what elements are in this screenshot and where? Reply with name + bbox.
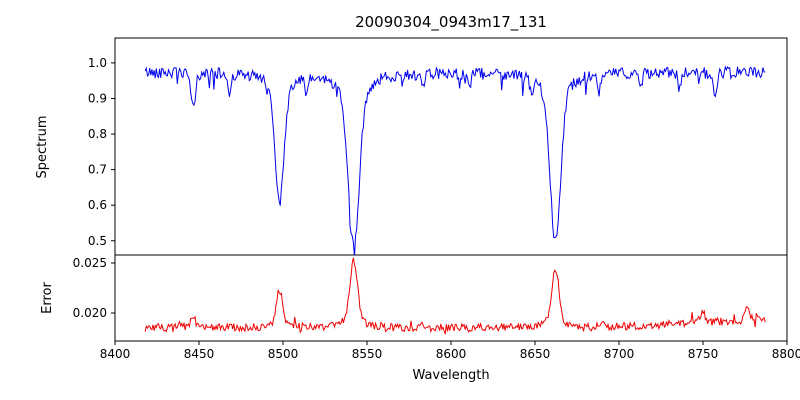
x-tick-label: 8500	[268, 347, 299, 361]
chart-title: 20090304_0943m17_131	[355, 13, 547, 32]
x-tick-label: 8600	[436, 347, 467, 361]
x-tick-label: 8750	[688, 347, 719, 361]
error-y-tick-label: 0.025	[73, 256, 107, 270]
spectrum-y-tick-label: 0.7	[88, 163, 107, 177]
x-tick-label: 8450	[184, 347, 215, 361]
axes-layer: 0.5 0.6 0.7 0.8 0.9 1.0 0.020 0.025 8400 8450 8500…	[73, 37, 800, 361]
x-tick-label: 8550	[352, 347, 383, 361]
spectrum-y-tick-label: 0.8	[88, 127, 107, 141]
error-line	[144, 257, 766, 335]
x-axis-label: Wavelength	[412, 368, 489, 383]
x-tick-label: 8700	[604, 347, 635, 361]
error-y-axis-label: Error	[40, 282, 55, 314]
spectrum-line	[144, 65, 766, 255]
spectrum-y-tick-label: 0.6	[88, 198, 107, 212]
x-tick-label: 8400	[100, 347, 131, 361]
x-tick-label: 8650	[520, 347, 551, 361]
spectrum-y-tick-label: 0.9	[88, 91, 107, 105]
spectrum-y-tick-label: 0.5	[88, 234, 107, 248]
spectrum-y-axis-label: Spectrum	[35, 116, 50, 179]
data-layer	[144, 65, 766, 335]
error-y-tick-label: 0.020	[73, 306, 107, 320]
spectrum-y-tick-label: 1.0	[88, 56, 107, 70]
x-tick-label: 8800	[772, 347, 800, 361]
